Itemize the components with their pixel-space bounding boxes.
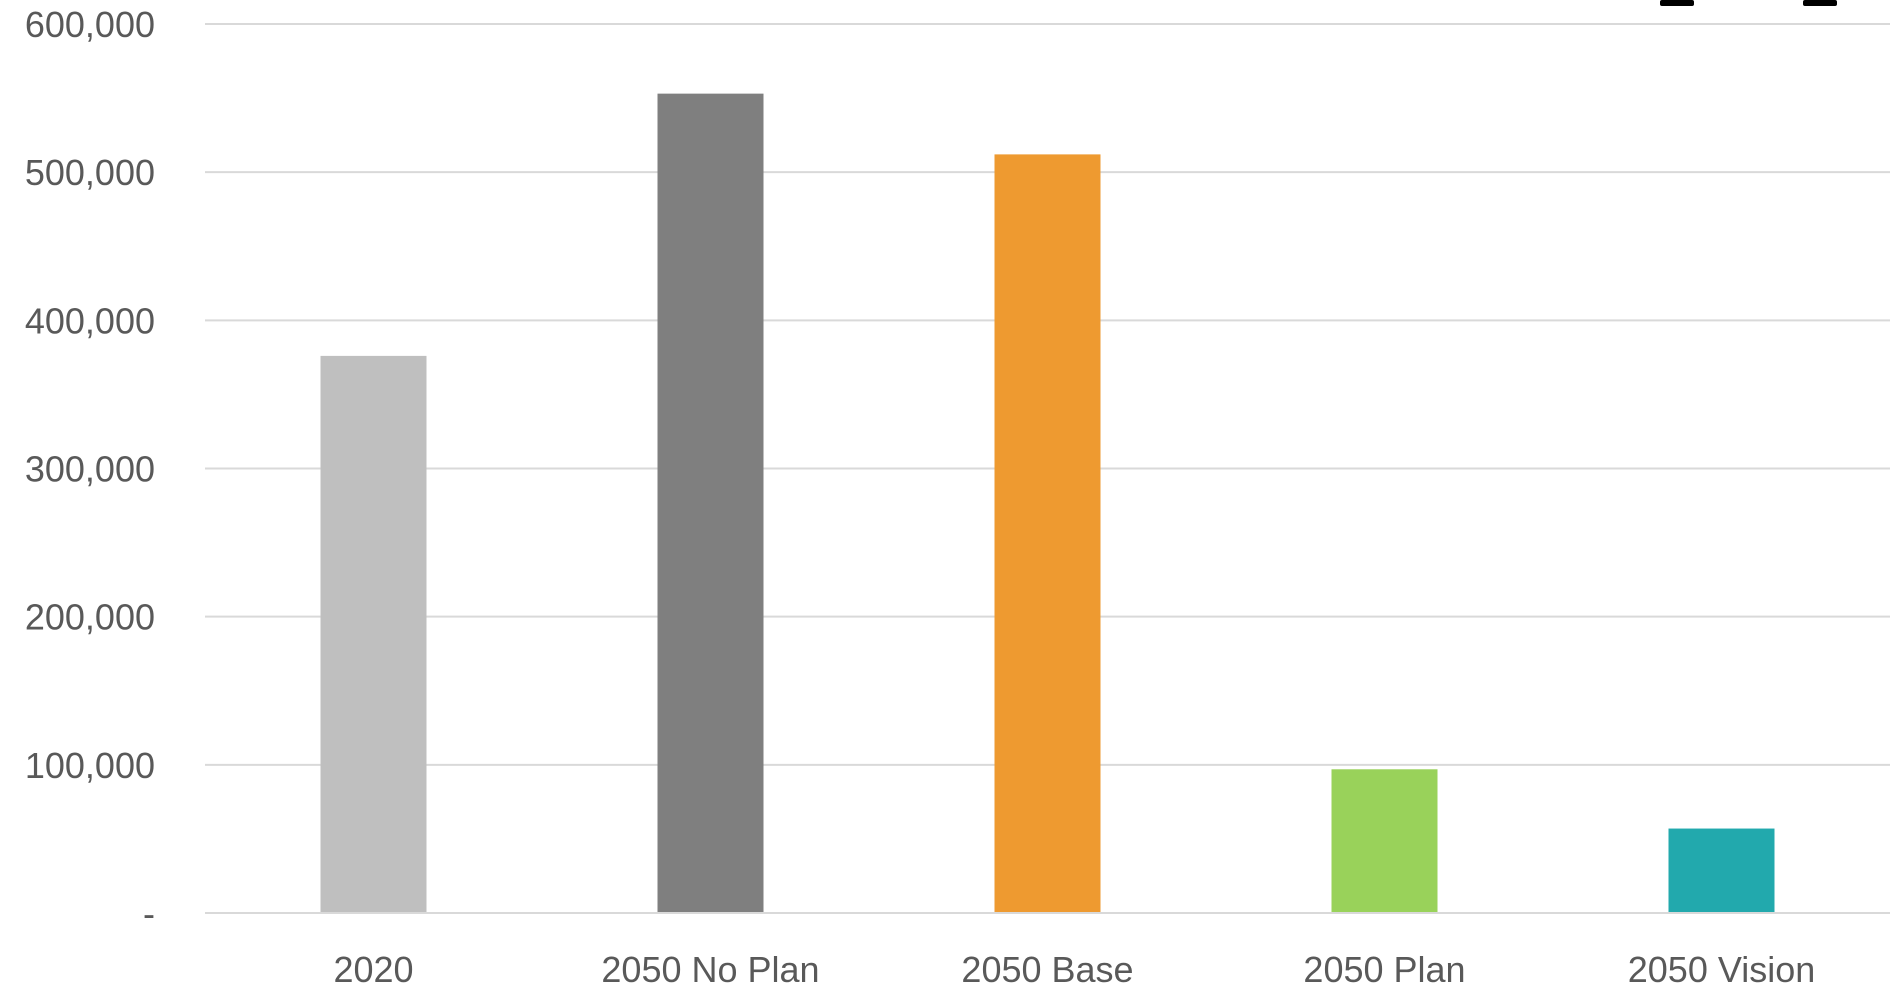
x-category-label: 2050 Base xyxy=(961,949,1133,989)
y-tick-label: 200,000 xyxy=(25,597,155,638)
y-tick-label: 300,000 xyxy=(25,449,155,490)
y-tick-label: 600,000 xyxy=(25,4,155,45)
bar xyxy=(1668,828,1775,913)
corner-mark-left xyxy=(1660,0,1694,6)
y-tick-label: 400,000 xyxy=(25,300,155,341)
x-category-label: 2050 No Plan xyxy=(601,949,819,989)
corner-marks xyxy=(1660,0,1837,6)
x-category-label: 2050 Vision xyxy=(1628,949,1816,989)
bar xyxy=(994,154,1101,914)
x-category-label: 2050 Plan xyxy=(1303,949,1465,989)
corner-mark-right xyxy=(1803,0,1837,6)
x-axis-category-labels: 2020 2050 No Plan 2050 Base 2050 Plan 2050 V… xyxy=(333,949,1815,989)
bar xyxy=(320,355,427,914)
bar xyxy=(657,93,764,914)
y-tick-label: 500,000 xyxy=(25,152,155,193)
y-tick-label: 100,000 xyxy=(25,745,155,786)
y-tick-label: - xyxy=(143,893,155,934)
y-axis-tick-labels: - 100,000 200,000 300,000 400,000 500,000 600,… xyxy=(25,4,155,934)
bars xyxy=(320,93,1775,914)
bar xyxy=(1331,769,1438,913)
x-category-label: 2020 xyxy=(333,949,413,989)
